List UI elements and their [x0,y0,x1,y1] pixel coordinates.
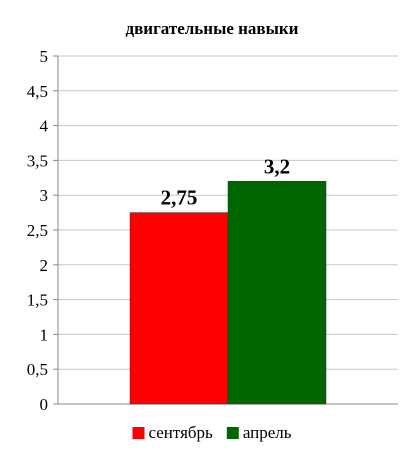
legend: сентябрь апрель [132,423,292,442]
y-axis: 0 0,5 1 1,5 2 2,5 3 3,5 4 4,5 5 [27,47,398,414]
legend-swatch [226,427,239,439]
bar-april [227,181,327,405]
bar-september [129,212,229,405]
y-tick-label: 1 [40,325,49,344]
data-labels: 2,75 3,2 [161,154,291,209]
legend-label: апрель [243,423,292,442]
y-tick-label: 5 [40,47,49,66]
y-tick-label: 2 [40,256,49,275]
y-tick-label: 0,5 [27,360,48,379]
legend-item: апрель [226,423,292,442]
legend-item: сентябрь [132,423,213,442]
bars [129,181,327,405]
y-tick-label: 3,5 [27,151,48,170]
y-tick-label: 4 [40,117,49,136]
chart-title: двигательные навыки [126,19,299,38]
y-tick-label: 2,5 [27,221,48,240]
y-tick-label: 3 [40,186,49,205]
data-label: 3,2 [264,154,290,178]
legend-swatch [132,427,145,439]
legend-label: сентябрь [148,423,213,442]
data-label: 2,75 [161,186,198,210]
y-tick-label: 4,5 [27,82,48,101]
y-tick-label: 0 [40,395,49,414]
y-tick-label: 1,5 [27,291,48,310]
